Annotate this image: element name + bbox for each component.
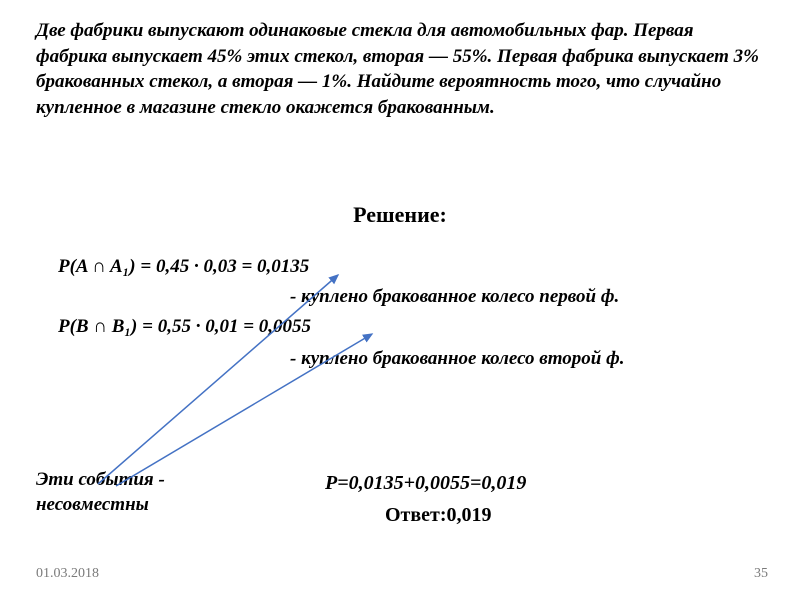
footer-page-number: 35 — [754, 566, 768, 582]
caption-factory-1: - куплено бракованное колесо первой ф. — [290, 286, 619, 308]
caption-factory-2: - куплено бракованное колесо второй ф. — [290, 348, 624, 370]
events-incompatible: Эти события - несовместны — [36, 468, 165, 517]
footer-date: 01.03.2018 — [36, 566, 99, 582]
answer-line: Ответ:0,019 — [385, 504, 492, 527]
incompatible-line-2: несовместны — [36, 494, 149, 515]
incompatible-line-1: Эти события - — [36, 469, 165, 490]
solution-heading: Решение: — [0, 202, 800, 228]
slide-container: Две фабрики выпускают одинаковые стекла … — [0, 0, 800, 600]
equation-1: P(A ∩ A₁) = 0,45 · 0,03 = 0,0135 — [58, 256, 309, 278]
equation-2: P(B ∩ B₁) = 0,55 · 0,01 = 0,0055 — [58, 316, 311, 338]
problem-statement: Две фабрики выпускают одинаковые стекла … — [36, 18, 766, 121]
probability-sum: P=0,0135+0,0055=0,019 — [325, 472, 526, 495]
